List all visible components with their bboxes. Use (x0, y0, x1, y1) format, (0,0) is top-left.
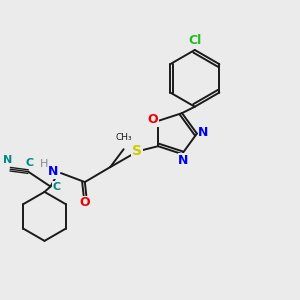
Text: O: O (80, 196, 90, 209)
Text: CH₃: CH₃ (115, 133, 132, 142)
Text: N: N (3, 155, 12, 165)
Text: N: N (198, 126, 208, 139)
Text: C: C (53, 182, 61, 191)
Text: C: C (26, 158, 34, 168)
Text: N: N (48, 165, 59, 178)
Text: Cl: Cl (188, 34, 201, 47)
Text: H: H (40, 159, 49, 169)
Text: N: N (178, 154, 189, 167)
Text: O: O (147, 113, 158, 126)
Text: S: S (132, 144, 142, 158)
